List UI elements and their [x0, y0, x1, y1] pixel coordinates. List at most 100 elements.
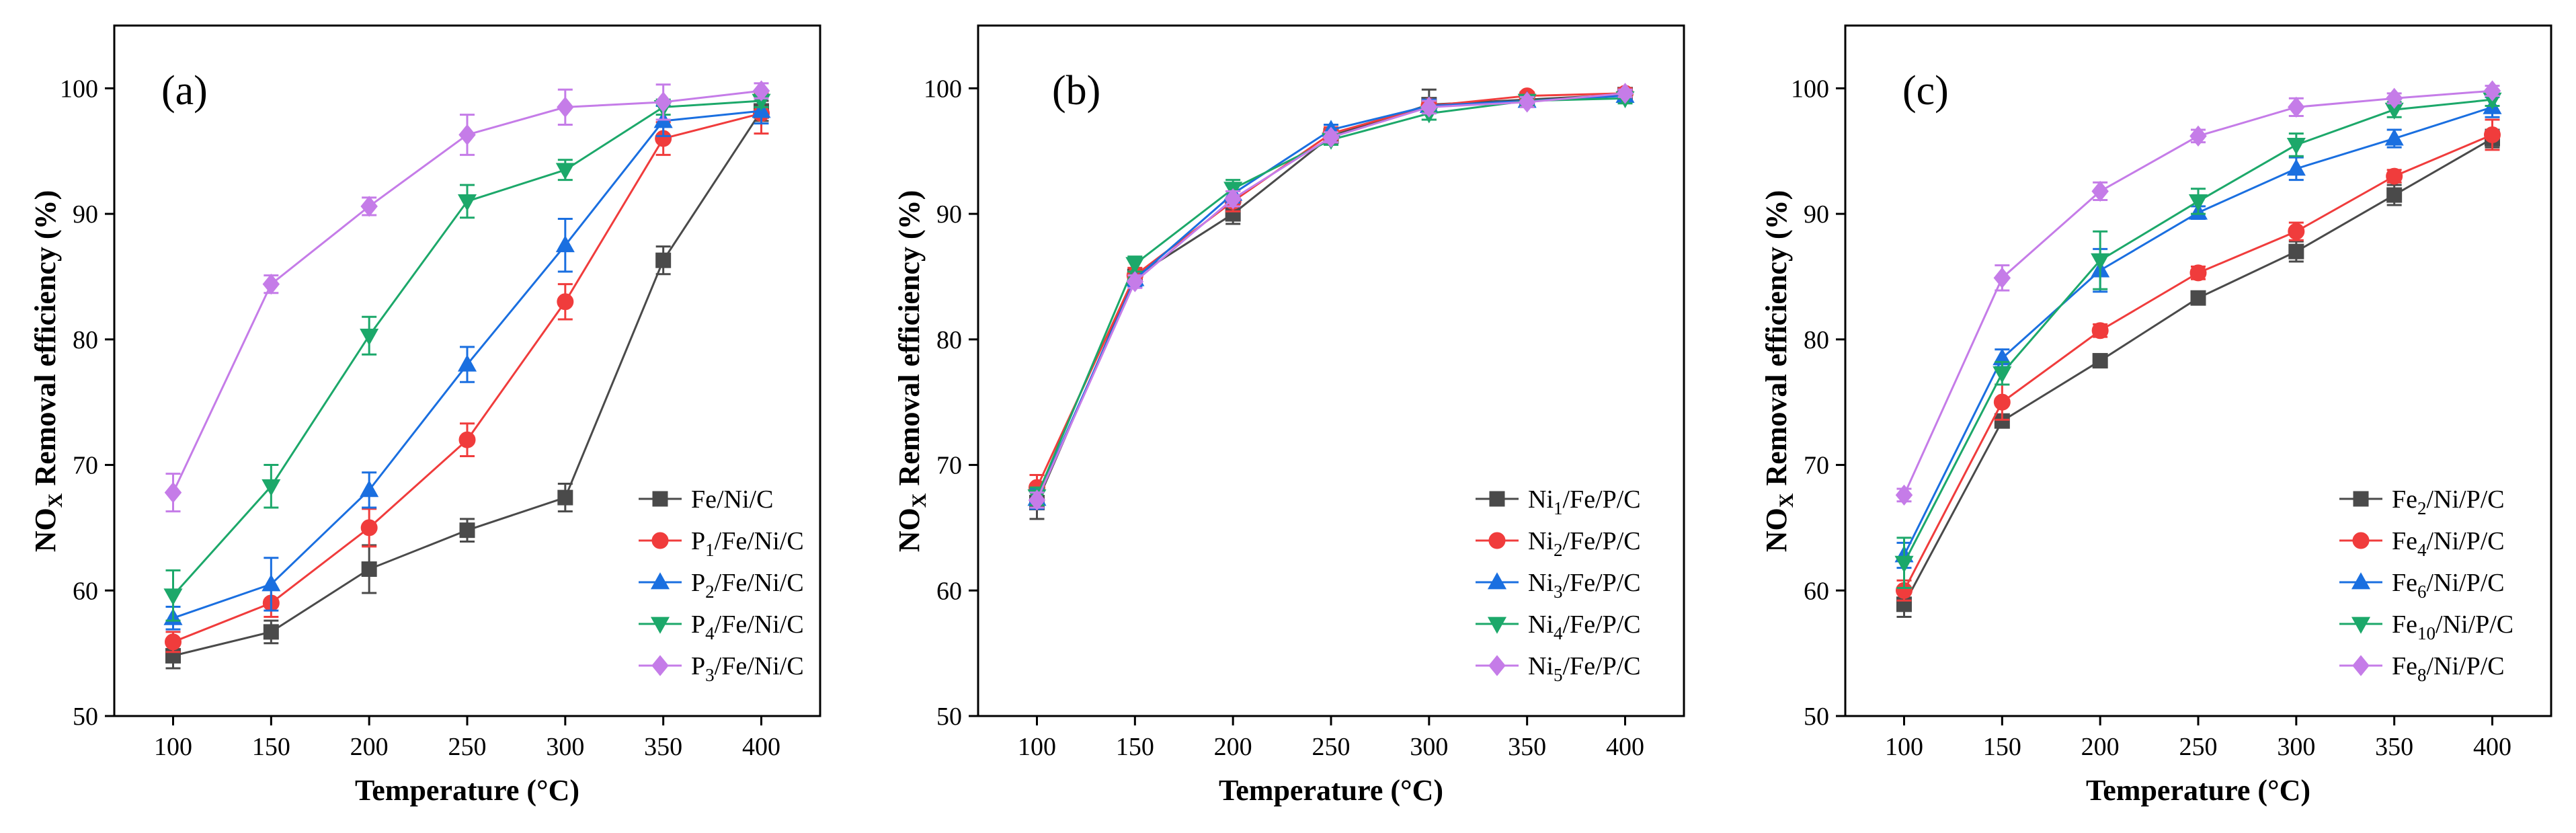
data-point-fe4-ni-p-c [2386, 167, 2403, 185]
y-tick-label: 60 [73, 577, 98, 605]
x-tick-label: 400 [2473, 733, 2511, 761]
data-point-fe8-ni-p-c [2091, 180, 2109, 202]
panel-label: (a) [161, 68, 208, 114]
legend-label: Fe10/Ni/P/C [2392, 610, 2513, 643]
data-point-fe-ni-c [557, 489, 573, 506]
y-tick-label: 80 [936, 326, 962, 354]
legend-label: P4/Fe/Ni/C [691, 610, 804, 643]
legend-item: Ni5/Fe/P/C [1476, 652, 1641, 685]
data-point-fe-ni-c [263, 624, 279, 640]
data-point-ni5-fe-p-c [1420, 96, 1438, 118]
legend-item: Fe6/Ni/P/C [2339, 569, 2505, 602]
legend-marker [1487, 617, 1507, 634]
legend-label: Fe2/Ni/P/C [2392, 485, 2505, 518]
data-point-ni5-fe-p-c [1028, 489, 1046, 511]
data-point-fe10-ni-p-c [1894, 555, 1914, 573]
data-point-p2-fe-ni-c [457, 354, 477, 372]
data-point-p1-fe-ni-c [165, 633, 182, 651]
data-point-p2-fe-ni-c [261, 574, 281, 592]
x-tick-label: 300 [1410, 733, 1448, 761]
data-point-fe8-ni-p-c [2288, 96, 2305, 118]
x-axis-title: Temperature (°C) [1219, 774, 1443, 807]
y-tick-label: 100 [1791, 75, 1829, 103]
legend-marker [652, 491, 668, 507]
data-point-fe4-ni-p-c [2288, 223, 2305, 240]
data-point-p4-fe-ni-c [261, 479, 281, 497]
data-point-fe4-ni-p-c [2091, 322, 2109, 340]
y-tick-label: 70 [936, 452, 962, 480]
y-tick-label: 50 [936, 703, 962, 731]
legend-marker [2353, 491, 2369, 507]
data-point-p3-fe-ni-c [164, 481, 182, 504]
x-tick-label: 200 [1214, 733, 1252, 761]
data-point-ni5-fe-p-c [1616, 83, 1634, 104]
legend-label: Fe6/Ni/P/C [2392, 569, 2505, 602]
data-point-p3-fe-ni-c [458, 124, 476, 146]
legend-marker [651, 655, 669, 676]
legend-item: Fe/Ni/C [639, 485, 773, 514]
y-axis-title: NOX Removal efficiency (%) [1760, 190, 1798, 553]
data-point-ni5-fe-p-c [1126, 271, 1144, 292]
legend-item: P1/Fe/Ni/C [639, 527, 804, 560]
data-point-fe10-ni-p-c [1993, 366, 2012, 384]
x-tick-label: 400 [1606, 733, 1644, 761]
y-tick-label: 100 [60, 75, 98, 103]
data-point-p1-fe-ni-c [458, 431, 476, 448]
data-point-fe10-ni-p-c [2286, 137, 2306, 155]
legend-item: Ni2/Fe/P/C [1476, 527, 1641, 560]
x-tick-label: 150 [252, 733, 290, 761]
legend-label: P1/Fe/Ni/C [691, 527, 804, 560]
data-point-fe4-ni-p-c [1993, 393, 2011, 411]
legend: Fe/Ni/C P1/Fe/Ni/C P2/Fe/Ni/C P4/Fe/Ni/C P3/… [639, 485, 804, 685]
data-point-fe-ni-c [655, 252, 672, 268]
series-line-ni2-fe-p-c [1036, 92, 1625, 488]
data-point-ni5-fe-p-c [1322, 126, 1340, 148]
legend-marker [2352, 655, 2370, 676]
legend-label: Ni3/Fe/P/C [1528, 569, 1641, 602]
legend-label: Ni4/Fe/P/C [1528, 610, 1641, 643]
legend-marker [650, 617, 670, 634]
legend-item: Fe2/Ni/P/C [2339, 485, 2505, 518]
legend-marker [1488, 655, 1506, 676]
legend-item: Ni1/Fe/P/C [1476, 485, 1641, 518]
y-tick-label: 90 [936, 200, 962, 229]
x-tick-label: 100 [1885, 733, 1923, 761]
data-point-p2-fe-ni-c [555, 235, 575, 253]
data-point-fe4-ni-p-c [2484, 126, 2501, 143]
legend: Fe2/Ni/P/C Fe4/Ni/P/C Fe6/Ni/P/C Fe10/Ni/P/… [2339, 485, 2513, 685]
data-point-ni4-fe-p-c [1125, 257, 1145, 274]
x-tick-label: 100 [154, 733, 192, 761]
y-tick-label: 100 [924, 75, 962, 103]
legend-marker [1487, 572, 1507, 590]
y-tick-label: 60 [1804, 577, 1829, 605]
x-tick-label: 300 [546, 733, 584, 761]
x-tick-label: 350 [644, 733, 682, 761]
x-tick-label: 250 [2179, 733, 2218, 761]
x-tick-label: 350 [2375, 733, 2413, 761]
data-point-p3-fe-ni-c [360, 196, 378, 217]
data-point-fe2-ni-p-c [2092, 353, 2108, 369]
y-tick-label: 80 [1804, 326, 1829, 354]
y-tick-label: 50 [73, 703, 98, 731]
legend-marker [1488, 532, 1506, 549]
data-point-fe2-ni-p-c [2190, 290, 2206, 306]
data-point-fe8-ni-p-c [1993, 267, 2011, 288]
data-point-p1-fe-ni-c [557, 293, 574, 311]
legend-label: P3/Fe/Ni/C [691, 652, 804, 685]
series-group [163, 80, 771, 670]
x-tick-label: 400 [742, 733, 780, 761]
data-point-fe2-ni-p-c [2288, 243, 2304, 260]
data-point-fe6-ni-p-c [2286, 159, 2306, 176]
x-tick-label: 250 [1312, 733, 1351, 761]
legend-item: Fe8/Ni/P/C [2339, 652, 2505, 685]
y-axis-title: NOX Removal efficiency (%) [29, 190, 67, 553]
legend-item: Fe10/Ni/P/C [2339, 610, 2513, 643]
x-tick-label: 300 [2277, 733, 2315, 761]
legend-label: P2/Fe/Ni/C [691, 569, 804, 602]
x-tick-label: 200 [2081, 733, 2120, 761]
legend-marker [1489, 491, 1505, 507]
y-tick-label: 70 [73, 452, 98, 480]
